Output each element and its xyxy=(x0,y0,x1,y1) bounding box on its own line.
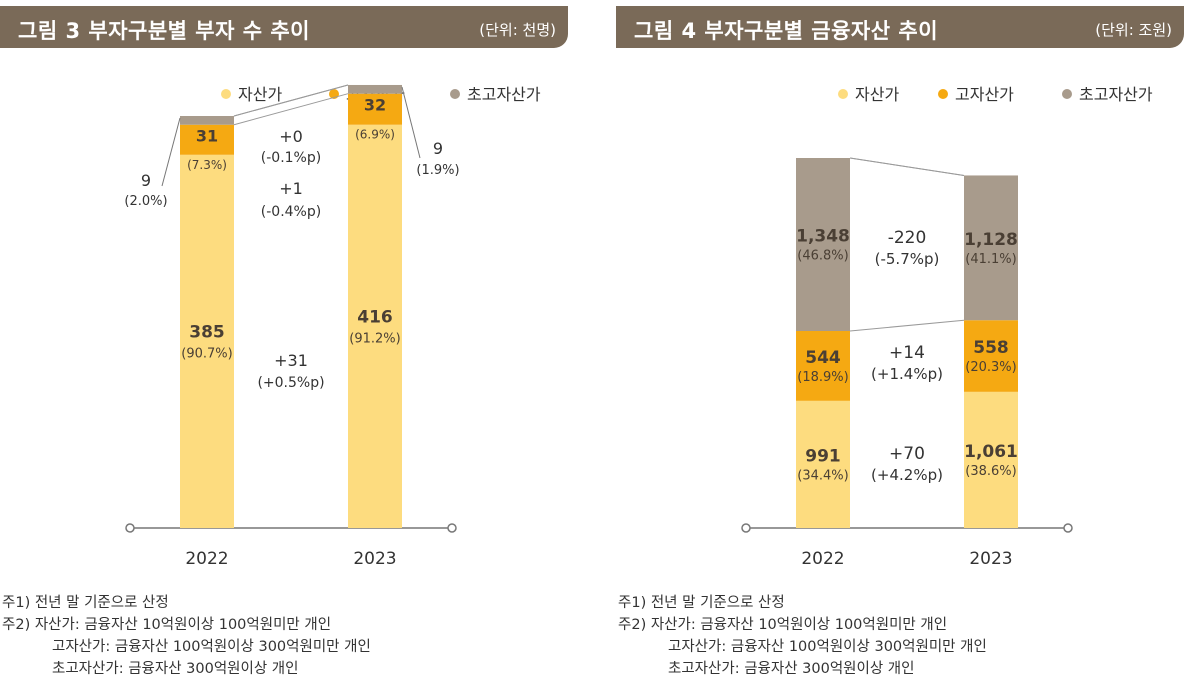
bar-segment-super-asset xyxy=(348,84,402,94)
change-label-value: +31 xyxy=(274,351,308,370)
change-label-value: -220 xyxy=(888,228,927,248)
footnote-2: 주2) 자산가: 금융자산 10억원이상 100억원미만 개인 xyxy=(618,617,948,633)
x-tick-label: 2022 xyxy=(801,549,844,569)
unit-label: (단위: 천명) xyxy=(479,21,556,39)
legend-marker xyxy=(838,89,848,99)
bar-segment-asset xyxy=(796,400,850,528)
footnote-3: 고자산가: 금융자산 100억원이상 300억원미만 개인 xyxy=(668,639,987,655)
x-tick-label: 2023 xyxy=(353,549,396,569)
bar-segment-super-asset xyxy=(796,158,850,332)
chart-title: 그림 4 부자구분별 금융자산 추이 xyxy=(634,19,939,43)
bar-segment-high-asset xyxy=(348,93,402,125)
chart-area: 자산가고자산가초고자산가20222023385(90.7%)416(91.2%)… xyxy=(124,84,541,569)
data-label-share: (2.0%) xyxy=(124,194,167,209)
data-label-value: 544 xyxy=(805,348,841,368)
change-label-value: +1 xyxy=(279,179,303,198)
x-tick-label: 2023 xyxy=(969,549,1012,569)
legend-label: 초고자산가 xyxy=(467,85,541,104)
data-label-share: (7.3%) xyxy=(187,158,227,172)
legend-label: 초고자산가 xyxy=(1079,85,1153,104)
chart-title: 그림 3 부자구분별 부자 수 추이 xyxy=(18,19,311,43)
change-label-pp: (+1.4%p) xyxy=(871,365,943,383)
change-label-value: +70 xyxy=(889,444,925,464)
data-label-value: 31 xyxy=(196,127,218,146)
data-label-share: (18.9%) xyxy=(797,370,848,385)
data-label-share: (46.8%) xyxy=(797,249,848,264)
change-label-pp: (-0.1%p) xyxy=(261,150,321,166)
change-label-value: +14 xyxy=(889,343,925,363)
footnotes: 주1) 전년 말 기준으로 산정 주2) 자산가: 금융자산 10억원이상 10… xyxy=(618,592,987,680)
axis-end-marker xyxy=(741,523,751,533)
x-tick-label: 2022 xyxy=(185,549,228,569)
leader-line xyxy=(401,86,421,159)
connector-line xyxy=(849,319,965,332)
footnotes: 주1) 전년 말 기준으로 산정 주2) 자산가: 금융자산 10억원이상 10… xyxy=(2,592,371,680)
footnote-1: 주1) 전년 말 기준으로 산정 xyxy=(2,595,169,611)
bar-segment-high-asset xyxy=(796,331,850,401)
leader-line xyxy=(161,117,181,187)
axis-end-marker xyxy=(447,523,457,533)
chart-header: 그림 3 부자구분별 부자 수 추이 (단위: 천명) xyxy=(0,6,568,48)
connector-line xyxy=(233,84,349,117)
legend-marker xyxy=(1062,89,1072,99)
data-label-value: 32 xyxy=(364,96,386,115)
data-label-value: 1,348 xyxy=(796,227,850,247)
data-label-share: (1.9%) xyxy=(416,163,459,178)
footnote-4: 초고자산가: 금융자산 300억원이상 개인 xyxy=(668,661,915,677)
data-label-value: 1,128 xyxy=(964,230,1018,250)
bar-segment-asset xyxy=(180,154,234,528)
change-label-value: +0 xyxy=(279,127,303,146)
data-label-value: 1,061 xyxy=(964,442,1018,462)
bar-segment-high-asset xyxy=(180,124,234,155)
chart-panel-right: 그림 4 부자구분별 금융자산 추이 (단위: 조원) 자산가 고자산가 초고자산가… xyxy=(616,0,1196,694)
change-label-pp: (-0.4%p) xyxy=(261,204,321,220)
data-label-share: (6.9%) xyxy=(355,128,395,142)
data-label-share: (91.2%) xyxy=(349,331,400,346)
axis-end-marker xyxy=(1063,523,1073,533)
chart-panel-left: 그림 3 부자구분별 부자 수 추이 (단위: 천명) 자산가고자산가초고자산가… xyxy=(0,0,580,694)
legend-label: 고자산가 xyxy=(955,85,1014,104)
data-label-value: 9 xyxy=(141,171,151,190)
legend-label: 자산가 xyxy=(855,85,899,104)
connector-line xyxy=(849,157,965,176)
footnote-1: 주1) 전년 말 기준으로 산정 xyxy=(618,595,785,611)
data-label-value: 416 xyxy=(357,307,393,327)
legend-marker xyxy=(450,89,460,99)
footnote-3: 고자산가: 금융자산 100억원이상 300억원미만 개인 xyxy=(52,639,371,655)
data-label-share: (90.7%) xyxy=(181,346,232,361)
connector-line xyxy=(233,93,349,126)
bar-segment-super-asset xyxy=(964,175,1018,321)
legend-label: 자산가 xyxy=(238,85,282,104)
bar-segment-high-asset xyxy=(964,320,1018,392)
chart-header: 그림 4 부자구분별 금융자산 추이 (단위: 조원) xyxy=(616,6,1184,48)
data-label-value: 991 xyxy=(805,446,841,466)
change-label-pp: (+4.2%p) xyxy=(871,466,943,484)
data-label-value: 9 xyxy=(433,139,443,158)
unit-label: (단위: 조원) xyxy=(1095,21,1172,39)
data-label-value: 385 xyxy=(189,322,225,342)
data-label-value: 558 xyxy=(973,338,1009,358)
bar-segment-asset xyxy=(964,391,1018,528)
footnote-4: 초고자산가: 금융자산 300억원이상 개인 xyxy=(52,661,299,677)
axis-end-marker xyxy=(125,523,135,533)
legend-marker xyxy=(221,89,231,99)
change-label-pp: (-5.7%p) xyxy=(875,250,940,268)
data-label-share: (38.6%) xyxy=(965,464,1016,479)
bar-segment-asset xyxy=(348,124,402,529)
data-label-share: (41.1%) xyxy=(965,252,1016,267)
footnote-2: 주2) 자산가: 금융자산 10억원이상 100억원미만 개인 xyxy=(2,617,332,633)
legend-marker xyxy=(938,89,948,99)
data-label-share: (20.3%) xyxy=(965,360,1016,375)
data-label-share: (34.4%) xyxy=(797,468,848,483)
chart-area: 자산가 고자산가 초고자산가 2022 2023 991 (34.4%) 1,061 (38.6… xyxy=(741,85,1153,569)
change-label-pp: (+0.5%p) xyxy=(257,375,324,391)
bar-segment-super-asset xyxy=(180,116,234,125)
